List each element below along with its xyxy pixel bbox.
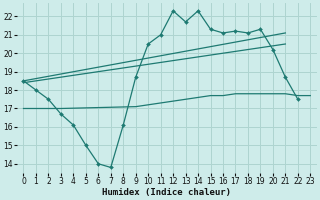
X-axis label: Humidex (Indice chaleur): Humidex (Indice chaleur) <box>102 188 231 197</box>
